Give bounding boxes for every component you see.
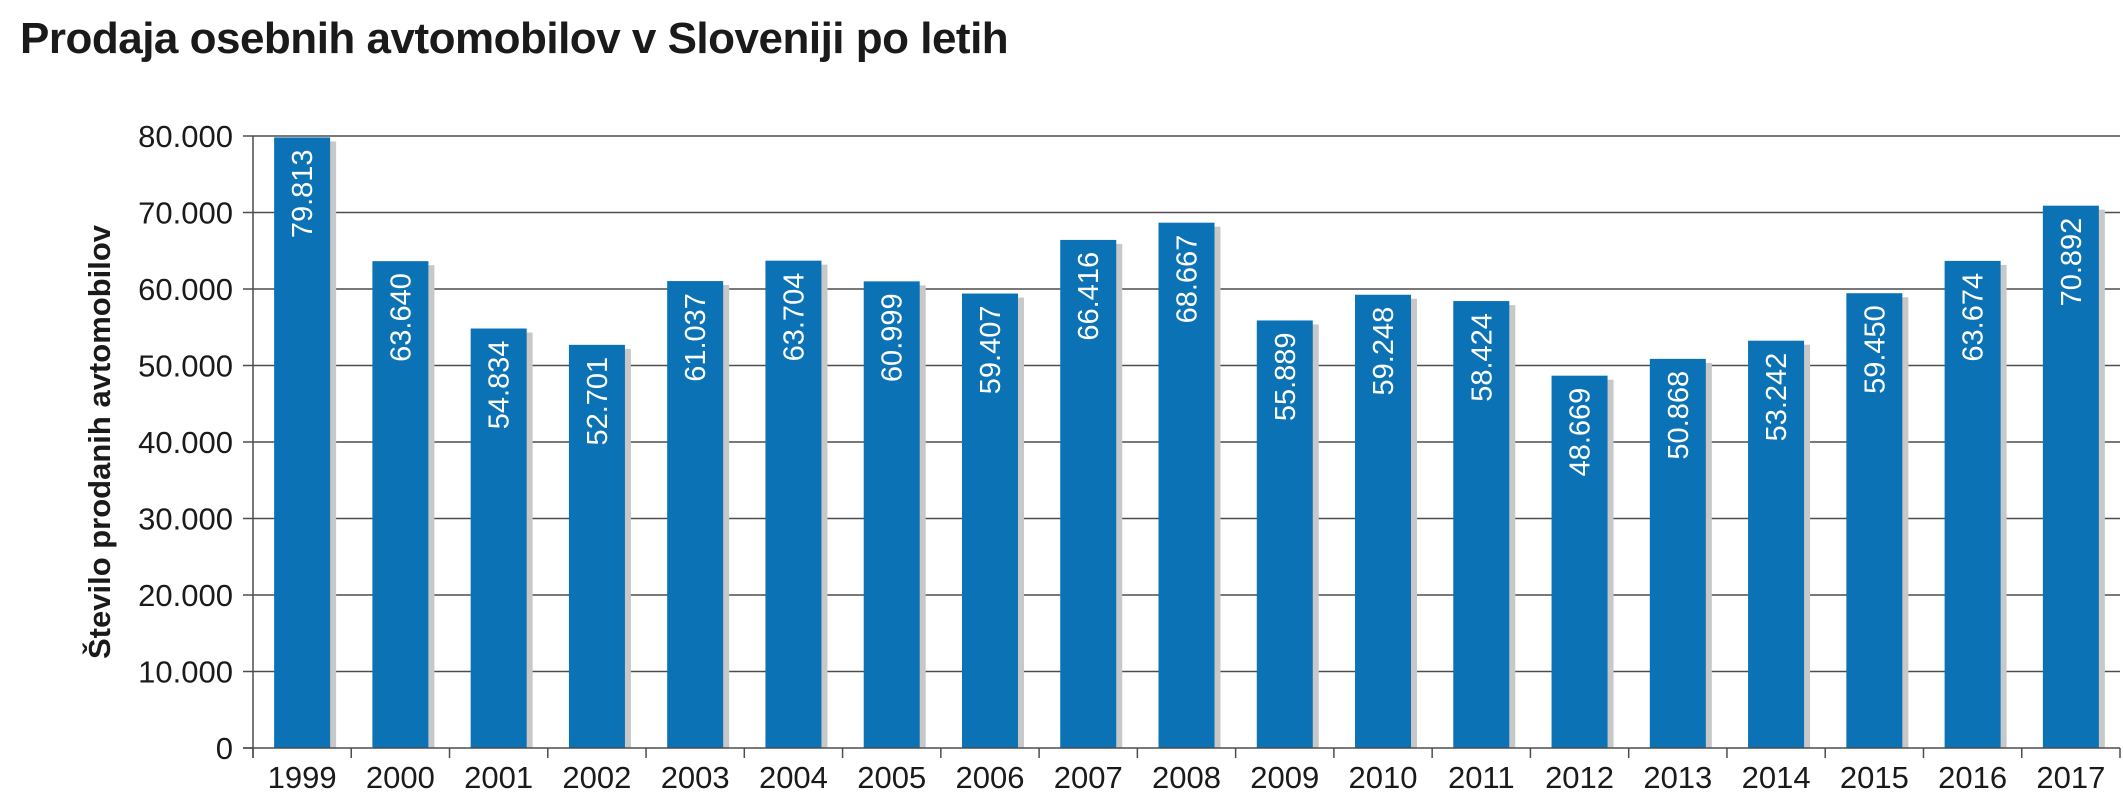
x-tick-label: 2007 bbox=[1054, 760, 1123, 795]
data-label: 50.868 bbox=[1663, 371, 1695, 460]
data-label: 63.674 bbox=[1958, 273, 1990, 362]
y-tick-label: 60.000 bbox=[138, 272, 233, 307]
bar-2006 bbox=[961, 293, 1018, 748]
y-tick-label: 70.000 bbox=[138, 196, 233, 231]
bar-2004 bbox=[765, 260, 822, 748]
x-tick-label: 2008 bbox=[1152, 760, 1221, 795]
y-tick-label: 80.000 bbox=[138, 119, 233, 154]
x-tick-label: 2003 bbox=[661, 760, 730, 795]
x-tick-label: 2013 bbox=[1643, 760, 1712, 795]
bar-2001 bbox=[470, 328, 527, 748]
bar-2014 bbox=[1748, 340, 1805, 748]
x-tick-label: 2005 bbox=[857, 760, 926, 795]
y-tick-label: 10.000 bbox=[138, 655, 233, 690]
data-label: 53.242 bbox=[1761, 353, 1793, 442]
y-tick-label: 30.000 bbox=[138, 502, 233, 537]
data-label: 59.450 bbox=[1859, 305, 1891, 394]
x-tick-label: 2014 bbox=[1742, 760, 1811, 795]
x-tick-label: 2004 bbox=[759, 760, 828, 795]
x-tick-label: 2016 bbox=[1938, 760, 2007, 795]
bar-2011 bbox=[1453, 301, 1510, 748]
bar-2017 bbox=[2042, 205, 2099, 748]
data-label: 63.640 bbox=[385, 273, 417, 362]
data-label: 60.999 bbox=[877, 293, 909, 382]
x-tick-label: 2000 bbox=[366, 760, 435, 795]
bar-2002 bbox=[568, 344, 625, 748]
x-tick-label: 1999 bbox=[268, 760, 337, 795]
data-label: 61.037 bbox=[680, 293, 712, 382]
y-axis: 0 10.000 20.000 30.000 40.000 50.000 60.000 70.… bbox=[138, 119, 254, 766]
bar-2009 bbox=[1256, 320, 1313, 748]
bar-2015 bbox=[1846, 293, 1903, 748]
x-axis: 1999 2000 2001 2002 2003 2004 2005 2006 2007 2008… bbox=[243, 747, 2121, 795]
y-tick-label: 40.000 bbox=[138, 425, 233, 460]
data-label: 79.813 bbox=[287, 149, 319, 238]
bar-2013 bbox=[1649, 358, 1706, 748]
data-label: 59.248 bbox=[1368, 307, 1400, 396]
bar-2000 bbox=[372, 261, 429, 748]
bar-2008 bbox=[1158, 222, 1215, 748]
x-tick-label: 2009 bbox=[1250, 760, 1319, 795]
y-tick-label: 50.000 bbox=[138, 349, 233, 384]
data-label: 58.424 bbox=[1466, 313, 1498, 402]
y-tick-label: 20.000 bbox=[138, 578, 233, 613]
bar-2012 bbox=[1551, 375, 1608, 748]
x-tick-label: 2002 bbox=[562, 760, 631, 795]
bar-2005 bbox=[863, 281, 920, 748]
x-tick-label: 2012 bbox=[1545, 760, 1614, 795]
data-label: 68.667 bbox=[1172, 235, 1204, 324]
x-tick-label: 2015 bbox=[1840, 760, 1909, 795]
y-tick-label: 0 bbox=[216, 731, 233, 766]
data-label: 70.892 bbox=[2056, 218, 2088, 307]
x-tick-label: 2010 bbox=[1349, 760, 1418, 795]
x-tick-label: 2011 bbox=[1448, 760, 1515, 795]
bar-2003 bbox=[667, 281, 724, 748]
data-label: 54.834 bbox=[484, 341, 516, 430]
x-tick-label: 2017 bbox=[2036, 760, 2105, 795]
bar-2010 bbox=[1355, 294, 1412, 748]
data-label: 63.704 bbox=[778, 273, 810, 362]
bar-1999 bbox=[274, 137, 331, 749]
chart-title: Prodaja osebnih avtomobilov v Sloveniji … bbox=[20, 14, 1009, 63]
bar-2016 bbox=[1944, 260, 2001, 748]
bar-2007 bbox=[1060, 239, 1117, 748]
bars: 79.813 63.640 54.834 52.701 61.037 63.704 60.9… bbox=[274, 137, 2105, 749]
x-tick-label: 2006 bbox=[955, 760, 1024, 795]
data-label: 59.407 bbox=[975, 306, 1007, 395]
data-label: 66.416 bbox=[1073, 252, 1105, 341]
data-label: 55.889 bbox=[1270, 332, 1302, 421]
data-label: 52.701 bbox=[582, 357, 614, 446]
data-label: 48.669 bbox=[1565, 388, 1597, 477]
y-axis-label: Število prodanih avtomobilov bbox=[81, 224, 117, 659]
x-tick-label: 2001 bbox=[464, 760, 533, 795]
